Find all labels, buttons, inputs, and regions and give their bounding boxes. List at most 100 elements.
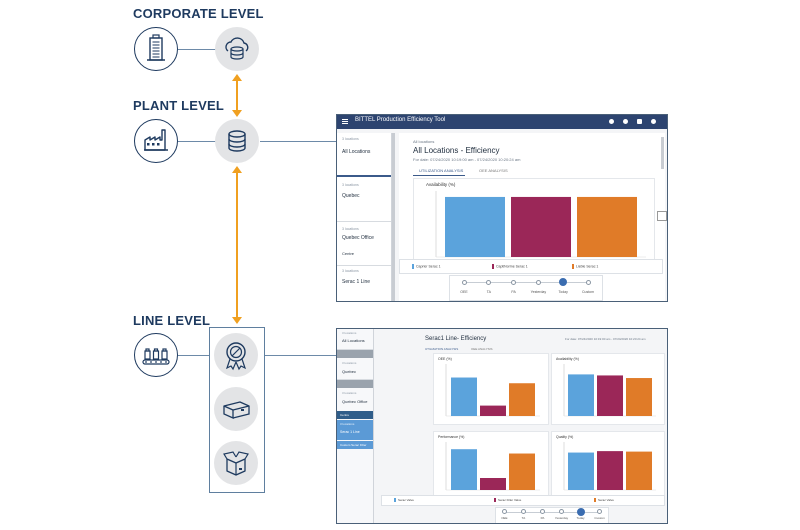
sidebar-item-label: Quebec [342, 369, 357, 374]
tab-oee[interactable]: OEE ANALYSIS [479, 168, 508, 173]
breadcrumb: All locations [413, 139, 435, 144]
sidebar-item-label: Quebec Office [342, 399, 368, 404]
plant-legend: Caprier Serac 1 CaptiNorme Serac 1 Liebl… [399, 259, 663, 274]
bar [480, 405, 506, 416]
stepper-dot[interactable] [597, 509, 603, 515]
sidebar-item-custom-filter[interactable]: Custom Serac Filter [337, 441, 373, 449]
user-icon[interactable] [651, 119, 656, 124]
sidebar-item-all-locations[interactable]: 3 locations All Locations [337, 135, 391, 177]
sidebar-item-count: 3 locations [342, 183, 359, 187]
sidebar-item-quebec[interactable]: 3 locations Quebec [337, 359, 373, 380]
bar [568, 374, 594, 416]
chart-title: Availability (%) [426, 182, 456, 187]
oee-chart: OEE (%) [433, 353, 549, 425]
main-scrollbar[interactable] [661, 137, 664, 169]
sidebar-item-count: 3 locations [340, 422, 355, 426]
plant-sidebar: 3 locations All Locations 3 locations Qu… [337, 133, 392, 301]
sidebar-item-serac-line[interactable]: 3 locations Serac 1 Line [337, 267, 391, 297]
globe-icon[interactable] [623, 119, 628, 124]
legend-label: Lieble Serac 1 [576, 264, 599, 269]
stepper-dot[interactable] [535, 279, 541, 285]
sidebar-scrollbar[interactable] [392, 133, 395, 301]
chart-title: Quality (%) [556, 435, 574, 439]
sidebar-item-label: Centre [340, 413, 350, 417]
arrow-up-icon [232, 74, 242, 81]
stepper-label: TA [486, 290, 491, 294]
bar [626, 451, 652, 490]
bar [451, 377, 477, 416]
bar [568, 452, 594, 490]
time-range-stepper[interactable]: OEE TA PA Yesterday Today Custom [449, 275, 603, 301]
stepper-dot[interactable] [576, 507, 585, 516]
stepper-label: Yesterday [530, 290, 547, 294]
tab-oee[interactable]: OEE ANALYSIS [471, 347, 493, 351]
stepper-dot[interactable] [486, 279, 492, 285]
performance-chart: Performance (%) [433, 431, 549, 499]
sidebar-item-quebec[interactable]: 3 locations Quebec [337, 181, 391, 222]
plant-bar-chart [435, 191, 646, 258]
tab-utilization[interactable]: UTILIZATION ANALYSIS [419, 168, 464, 173]
plant-app-header: BITTEL Production Efficiency Tool [337, 115, 667, 129]
chart-title: OEE (%) [438, 357, 452, 361]
sidebar-item-all-locations[interactable]: 3 locations All Locations [337, 329, 373, 350]
stepper-dot[interactable] [585, 279, 591, 285]
active-tab-underline [413, 175, 465, 176]
stepper-track [464, 282, 588, 283]
bar [509, 453, 535, 490]
legend-item: CaptiNorme Serac 1 [492, 264, 528, 269]
stepper-dot[interactable] [511, 279, 517, 285]
bar [597, 375, 623, 416]
bar [509, 383, 535, 416]
plant-main-panel: All locations All Locations - Efficiency… [399, 133, 665, 301]
sidebar-divider [337, 380, 373, 388]
menu-icon[interactable] [342, 119, 348, 120]
sidebar-item-label: Custom Serac Filter [340, 443, 367, 447]
stepper-dot[interactable] [501, 509, 507, 515]
stepper-label: Today [576, 516, 585, 521]
tab-utilization[interactable]: UTILIZATION ANALYSIS [425, 347, 459, 351]
stepper-dot[interactable] [520, 509, 526, 515]
chart-title: Performance (%) [438, 435, 465, 439]
legend-label: CaptiNorme Serac 1 [496, 264, 528, 269]
availability-chart: Availability (%) [551, 353, 665, 425]
line-connector-right [264, 355, 336, 356]
stepper-dot[interactable] [461, 279, 467, 285]
sidebar-item-count: 3 locations [342, 137, 359, 141]
sidebar-item-count: 3 locations [342, 269, 359, 273]
sidebar-item-quebec-office[interactable]: 3 locations Quebec Office Centre [337, 225, 391, 266]
date-range: For date: 07/24/2020 10:19:00 am - 07/24… [413, 157, 521, 162]
feedback-icon[interactable] [657, 211, 667, 221]
stepper-label: Custom [581, 290, 595, 294]
plant-connector-right [260, 141, 336, 142]
legend-label: Serac Valve [598, 498, 614, 502]
stepper-dot[interactable] [559, 278, 568, 286]
date-range: For date: 07/24/2020 10:19:00 am - 07/24… [565, 337, 646, 341]
production-line-icon [134, 333, 178, 377]
time-range-stepper[interactable]: OEE TA PA Yesterday Today Custom [495, 507, 609, 523]
line-legend: Serac Valve Serac Filler Valve Serac Val… [381, 495, 665, 506]
stepper-label: PA [511, 290, 516, 294]
availability-chart: Availability (%) [413, 178, 655, 265]
sidebar-item-quebec-office[interactable]: 3 locations Quebec Office [337, 389, 373, 412]
open-box-icon [214, 441, 258, 485]
stepper-track [504, 511, 600, 513]
line-sidebar: 3 locations All Locations 3 locations Qu… [337, 329, 374, 523]
bar [597, 451, 623, 490]
page-title: All Locations - Efficiency [413, 146, 500, 155]
bell-icon[interactable] [609, 119, 614, 124]
plant-app-title: BITTEL Production Efficiency Tool [355, 117, 446, 123]
cloud-database-icon [215, 27, 259, 71]
line-main-panel: Serac1 Line- Efficiency For date: 07/24/… [375, 329, 665, 523]
stepper-dot[interactable] [559, 509, 565, 515]
sidebar-item-serac-line[interactable]: 3 locations Serac 1 Line [337, 420, 373, 440]
stepper-label: Today [558, 290, 568, 294]
bar [577, 196, 637, 257]
quality-bar-chart [563, 442, 656, 491]
page-title: Serac1 Line- Efficiency [425, 336, 487, 342]
sidebar-item-label: Serac 1 Line [342, 279, 371, 285]
bar [511, 196, 571, 257]
quality-badge-icon [214, 333, 258, 377]
plant-level-label: PLANT LEVEL [133, 98, 225, 113]
grid-icon[interactable] [637, 119, 642, 124]
stepper-dot[interactable] [539, 509, 545, 515]
